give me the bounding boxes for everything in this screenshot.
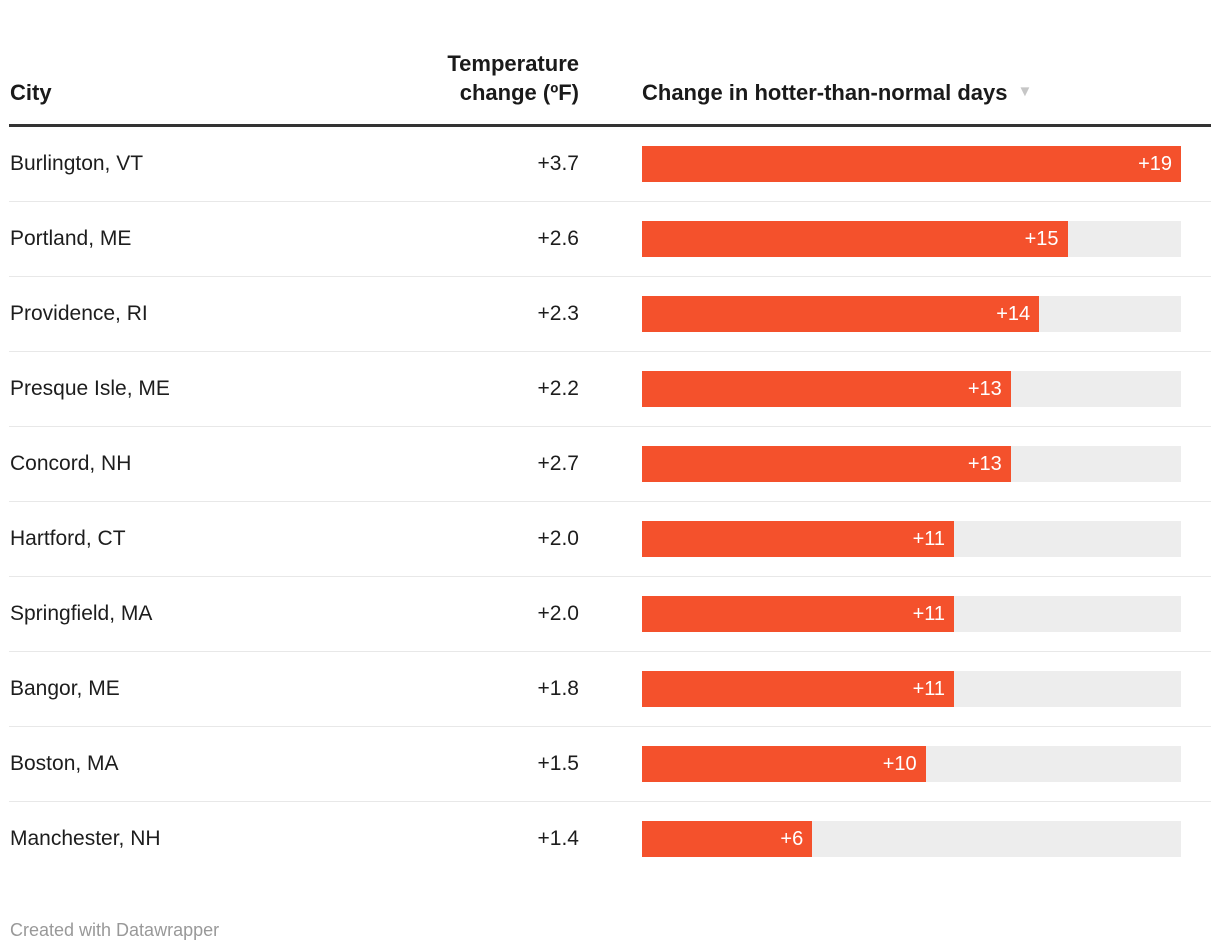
table-header: City Temperature change (ºF) Change in h… bbox=[9, 0, 1211, 128]
table-row: Boston, MA +1.5 +10 bbox=[9, 726, 1211, 801]
days-bar: +15 bbox=[642, 221, 1068, 258]
bar-track: +11 bbox=[642, 671, 1181, 708]
temperature-cell: +1.4 bbox=[537, 827, 579, 851]
temperature-cell: +1.8 bbox=[537, 677, 579, 701]
bar-value-label: +6 bbox=[780, 827, 804, 850]
table-body: Burlington, VT +3.7 +19 Portland, ME +2.… bbox=[9, 127, 1211, 876]
temperature-header-line1: Temperature bbox=[447, 51, 579, 76]
days-bar: +19 bbox=[642, 146, 1181, 183]
table-row: Presque Isle, ME +2.2 +13 bbox=[9, 351, 1211, 426]
bar-value-label: +15 bbox=[1024, 227, 1059, 250]
footer-credit: Created with Datawrapper bbox=[10, 920, 220, 941]
bar-value-label: +13 bbox=[967, 377, 1002, 400]
bar-value-label: +14 bbox=[996, 302, 1031, 325]
bar-track: +13 bbox=[642, 446, 1181, 483]
temperature-cell: +2.0 bbox=[537, 527, 579, 551]
city-cell: Bangor, ME bbox=[10, 677, 120, 701]
city-cell: Hartford, CT bbox=[10, 527, 126, 551]
bar-track: +19 bbox=[642, 146, 1181, 183]
temperature-cell: +1.5 bbox=[537, 752, 579, 776]
temperature-header-line2: change (ºF) bbox=[459, 79, 579, 105]
temperature-cell: +2.2 bbox=[537, 377, 579, 401]
table-row: Springfield, MA +2.0 +11 bbox=[9, 576, 1211, 651]
sort-descending-icon[interactable]: ▼ bbox=[1017, 83, 1033, 101]
temperature-cell: +2.7 bbox=[537, 452, 579, 476]
days-bar: +6 bbox=[642, 821, 813, 858]
days-bar: +14 bbox=[642, 296, 1040, 333]
days-bar: +11 bbox=[642, 521, 955, 558]
city-cell: Providence, RI bbox=[10, 302, 148, 326]
city-cell: Presque Isle, ME bbox=[10, 377, 170, 401]
city-cell: Concord, NH bbox=[10, 452, 132, 476]
column-header-days[interactable]: Change in hotter-than-normal days ▼ bbox=[642, 79, 1181, 108]
bar-track: +15 bbox=[642, 221, 1181, 258]
days-bar: +13 bbox=[642, 446, 1011, 483]
table-row: Portland, ME +2.6 +15 bbox=[9, 201, 1211, 276]
days-bar: +11 bbox=[642, 596, 955, 633]
temperature-cell: +2.0 bbox=[537, 602, 579, 626]
temperature-cell: +3.7 bbox=[537, 152, 579, 176]
bar-value-label: +19 bbox=[1138, 152, 1172, 175]
days-header-label: Change in hotter-than-normal days bbox=[642, 79, 1008, 105]
table-row: Burlington, VT +3.7 +19 bbox=[9, 127, 1211, 201]
bar-value-label: +11 bbox=[912, 527, 946, 550]
city-cell: Boston, MA bbox=[10, 752, 119, 776]
days-bar: +13 bbox=[642, 371, 1011, 408]
column-header-temperature[interactable]: Temperature change (ºF) bbox=[393, 50, 579, 107]
bar-track: +6 bbox=[642, 821, 1181, 858]
city-cell: Portland, ME bbox=[10, 227, 132, 251]
table-row: Bangor, ME +1.8 +11 bbox=[9, 651, 1211, 726]
bar-value-label: +10 bbox=[882, 752, 917, 775]
table-row: Manchester, NH +1.4 +6 bbox=[9, 801, 1211, 876]
bar-value-label: +11 bbox=[912, 602, 946, 625]
bar-track: +11 bbox=[642, 521, 1181, 558]
city-cell: Springfield, MA bbox=[10, 602, 153, 626]
city-cell: Manchester, NH bbox=[10, 827, 161, 851]
temperature-cell: +2.3 bbox=[537, 302, 579, 326]
table-row: Concord, NH +2.7 +13 bbox=[9, 426, 1211, 501]
column-header-city[interactable]: City bbox=[10, 79, 52, 105]
days-bar: +10 bbox=[642, 746, 926, 783]
city-cell: Burlington, VT bbox=[10, 152, 144, 176]
bar-track: +11 bbox=[642, 596, 1181, 633]
days-bar: +11 bbox=[642, 671, 955, 708]
bar-value-label: +11 bbox=[912, 677, 946, 700]
bar-track: +10 bbox=[642, 746, 1181, 783]
bar-value-label: +13 bbox=[967, 452, 1002, 475]
bar-track: +13 bbox=[642, 371, 1181, 408]
table-row: Hartford, CT +2.0 +11 bbox=[9, 501, 1211, 576]
temperature-cell: +2.6 bbox=[537, 227, 579, 251]
table-row: Providence, RI +2.3 +14 bbox=[9, 276, 1211, 351]
bar-track: +14 bbox=[642, 296, 1181, 333]
